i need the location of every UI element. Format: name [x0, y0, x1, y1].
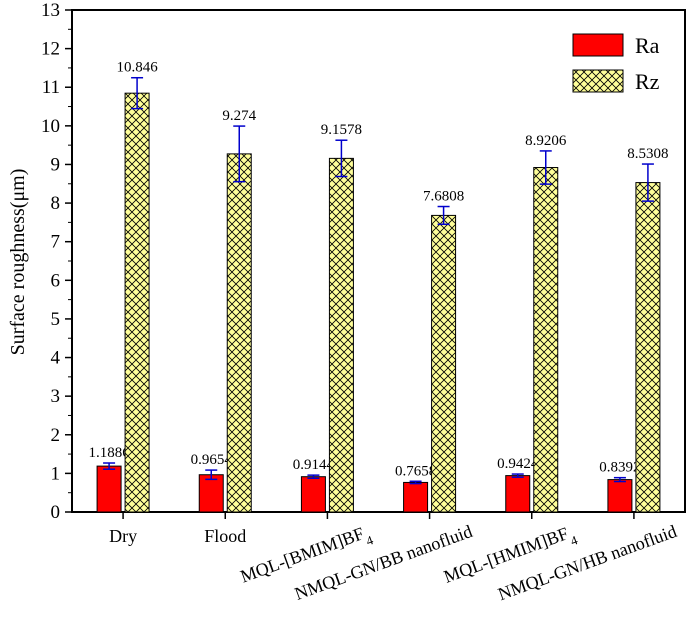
legend-label-ra: Ra: [635, 33, 660, 58]
bar-ra: [198, 474, 224, 513]
y-tick-label: 4: [51, 348, 61, 369]
y-tick-label: 7: [51, 232, 61, 253]
bar-ra: [300, 476, 326, 513]
data-label-ra: 0.9424: [497, 456, 539, 472]
x-category-label: Dry: [109, 526, 137, 546]
bar-rz: [124, 92, 150, 513]
y-tick-label: 10: [41, 116, 60, 137]
legend: Ra Rz: [572, 33, 660, 94]
data-label-ra: 0.9654: [191, 452, 233, 468]
y-tick-label: 5: [51, 309, 61, 330]
bar-ra: [96, 465, 122, 513]
data-label-ra: 0.8392: [599, 460, 640, 476]
y-axis-title: Surface roughness(μm): [7, 169, 29, 356]
x-category-label: NMQL-GN/HB nanofluid: [495, 521, 679, 604]
legend-swatch-rz: [572, 69, 624, 93]
x-category-label: NMQL-GN/BB nanofluid: [292, 521, 475, 604]
y-tick-label: 13: [41, 0, 60, 21]
data-label-rz: 7.6808: [423, 189, 464, 205]
y-tick-label: 9: [51, 154, 61, 175]
bar-rz: [635, 182, 661, 513]
y-tick-label: 11: [42, 77, 60, 98]
bar-ra: [505, 475, 531, 513]
bar-ra: [607, 479, 633, 513]
data-label-rz: 8.5308: [627, 146, 668, 162]
y-tick-label: 8: [51, 193, 61, 214]
data-label-rz: 9.274: [222, 108, 256, 124]
bar-rz: [431, 214, 457, 513]
y-tick-label: 12: [41, 39, 60, 60]
legend-label-rz: Rz: [635, 69, 660, 94]
data-label-ra: 1.1886: [88, 445, 130, 461]
y-tick-label: 2: [51, 425, 61, 446]
data-label-rz: 8.9206: [525, 133, 567, 149]
data-label-rz: 9.1578: [321, 122, 362, 138]
bar-rz: [226, 153, 252, 513]
y-tick-label: 0: [51, 502, 61, 523]
data-label-rz: 10.846: [116, 60, 158, 76]
y-tick-label: 6: [51, 270, 61, 291]
data-label-ra: 0.7658: [395, 463, 436, 479]
data-label-ra: 0.9144: [293, 457, 335, 473]
y-tick-label: 3: [51, 386, 61, 407]
bar-ra: [403, 481, 429, 513]
bar-rz: [533, 167, 559, 513]
bar-rz: [328, 157, 354, 513]
x-category-label: Flood: [204, 526, 246, 546]
y-tick-label: 1: [51, 463, 61, 484]
legend-swatch-ra: [572, 33, 624, 57]
